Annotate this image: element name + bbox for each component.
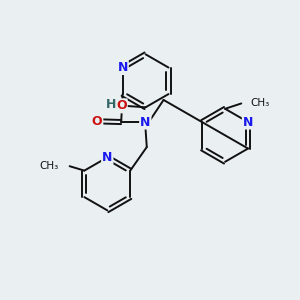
Text: N: N [243,116,253,128]
Text: O: O [116,99,127,112]
Text: CH₃: CH₃ [39,161,58,171]
Text: CH₃: CH₃ [251,98,270,109]
Text: N: N [102,151,112,164]
Text: N: N [117,61,128,74]
Text: H: H [106,98,116,111]
Text: O: O [92,115,102,128]
Text: N: N [140,116,151,128]
